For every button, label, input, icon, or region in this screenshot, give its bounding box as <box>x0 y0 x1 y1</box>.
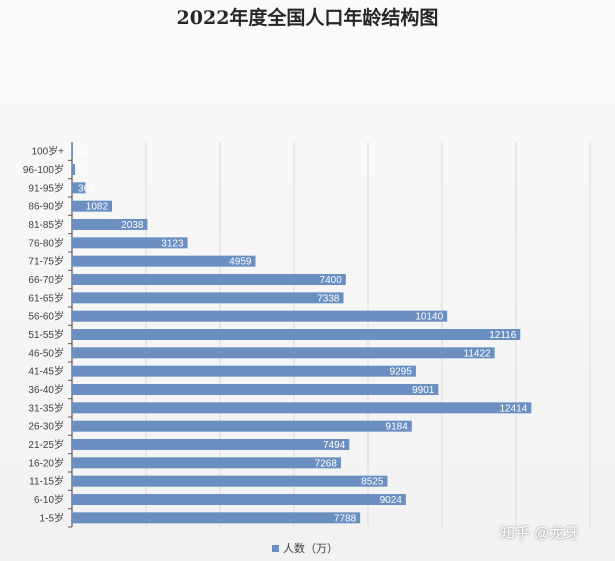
data-label: 12116 <box>489 330 517 341</box>
category-label: 31-35岁 <box>28 401 64 414</box>
bar <box>72 329 521 340</box>
bar <box>72 292 344 304</box>
category-label: 6-10岁 <box>34 493 64 506</box>
category-label: 41-45岁 <box>28 365 64 378</box>
bar <box>72 402 532 414</box>
data-label: 7338 <box>317 293 340 304</box>
data-label: 8525 <box>361 477 384 488</box>
data-label: 11 <box>78 147 89 158</box>
category-label: 66-70岁 <box>28 273 64 286</box>
category-label: 91-95岁 <box>28 181 64 194</box>
data-label: 9295 <box>390 367 413 378</box>
bar <box>72 200 113 212</box>
data-label: 2038 <box>121 220 144 231</box>
category-label: 81-85岁 <box>28 218 64 231</box>
bar <box>72 347 495 359</box>
data-label: 1082 <box>86 202 109 213</box>
data-label: 3123 <box>161 238 184 249</box>
bar <box>72 164 75 175</box>
data-label: 12414 <box>500 403 528 414</box>
category-label: 86-90岁 <box>28 200 64 213</box>
category-label: 71-75岁 <box>28 255 64 268</box>
category-label: 100岁+ <box>31 145 64 158</box>
category-label: 21-25岁 <box>28 438 64 451</box>
bar <box>72 274 346 285</box>
legend-label: 人数（万） <box>283 543 338 555</box>
bar <box>72 237 188 249</box>
bar <box>72 310 448 322</box>
category-label: 11-15岁 <box>29 475 64 488</box>
bar <box>72 475 388 487</box>
category-label: 61-65岁 <box>28 291 64 304</box>
bar <box>72 145 73 157</box>
legend: 人数（万） <box>272 540 338 556</box>
category-label: 46-50岁 <box>28 346 64 359</box>
category-label: 26-30岁 <box>28 420 64 433</box>
watermark-text: 知乎 @龙牙 <box>500 525 580 542</box>
data-label: 365 <box>78 183 95 194</box>
category-label: 56-60岁 <box>28 310 64 323</box>
data-label: 7268 <box>315 458 338 469</box>
bar <box>72 219 148 230</box>
bar <box>72 255 256 267</box>
category-label: 36-40岁 <box>28 383 64 396</box>
legend-swatch <box>272 544 279 552</box>
data-label: 7494 <box>323 440 346 451</box>
data-label: 9024 <box>380 495 403 506</box>
data-label: 7400 <box>320 275 343 286</box>
bar <box>72 512 361 524</box>
data-label: 10140 <box>415 312 443 323</box>
category-label: 96-100岁 <box>23 163 64 176</box>
data-label: 9184 <box>386 422 409 433</box>
bar <box>72 420 412 432</box>
data-label: 4959 <box>229 257 252 268</box>
category-label: 1-5岁 <box>40 511 64 524</box>
bar <box>72 182 86 194</box>
bar <box>72 457 341 469</box>
data-label: 11422 <box>464 348 492 359</box>
category-label: 51-55岁 <box>28 328 64 341</box>
bar <box>72 365 416 377</box>
bar <box>72 384 439 395</box>
chart-title: 2022年度全国人口年龄结构图 <box>176 7 439 29</box>
data-label: 7788 <box>334 513 357 524</box>
bar <box>72 439 350 450</box>
data-label: 81 <box>78 165 90 176</box>
bar <box>72 494 406 505</box>
data-label: 9901 <box>412 385 435 396</box>
category-label: 16-20岁 <box>28 456 64 469</box>
watermark: 知乎 @龙牙 <box>500 522 579 543</box>
category-label: 76-80岁 <box>28 236 64 249</box>
